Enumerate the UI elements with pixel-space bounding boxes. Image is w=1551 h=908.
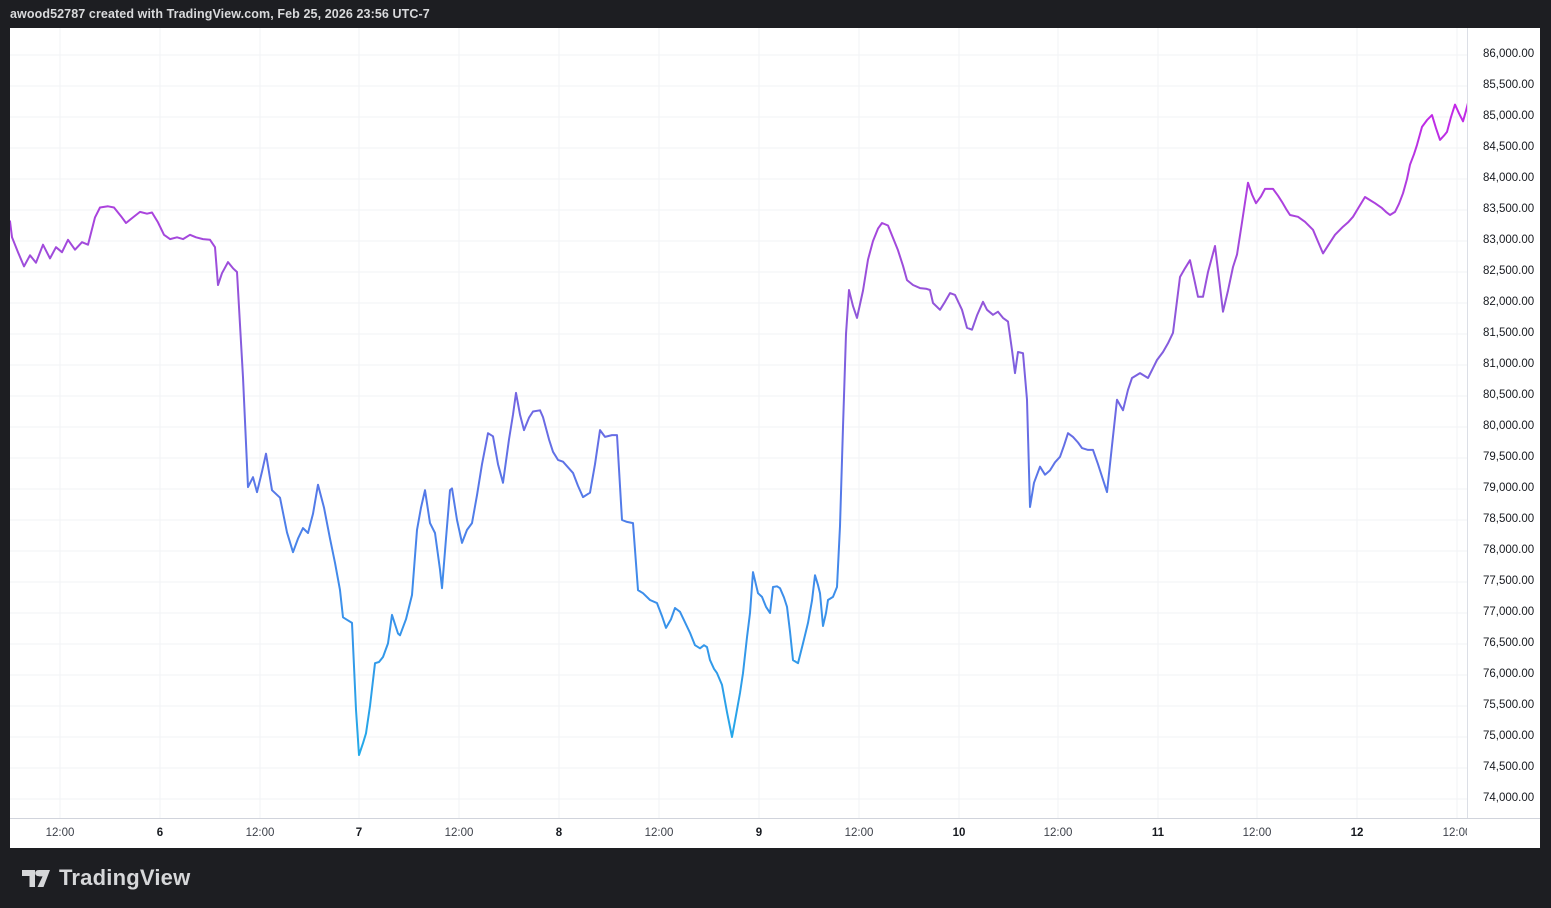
time-tick-label: 12:00: [1043, 827, 1073, 839]
time-tick-label-day: 11: [1151, 827, 1165, 839]
time-tick-label: 12:00: [45, 827, 75, 839]
chart-canvas[interactable]: [10, 28, 1467, 818]
time-tick-label-day: 10: [952, 827, 966, 839]
time-tick-label-day: 6: [156, 827, 164, 839]
tradingview-logo[interactable]: TradingView: [22, 865, 190, 891]
price-tick-label: 85,500.00: [1483, 79, 1535, 91]
price-tick-label: 80,500.00: [1483, 389, 1535, 401]
time-tick-label: 12:00: [444, 827, 474, 839]
price-tick-label: 76,000.00: [1483, 668, 1535, 680]
price-tick-label: 85,000.00: [1483, 110, 1535, 122]
price-tick-label: 79,000.00: [1483, 482, 1535, 494]
price-tick-label: 74,500.00: [1483, 761, 1535, 773]
tradingview-logo-text: TradingView: [59, 865, 191, 890]
time-tick-label: 12:00: [245, 827, 275, 839]
time-scale[interactable]: 12:00 6 12:00 7 12:00 8 12:00 9 12:00 10 12:00 11 12…: [10, 819, 1467, 848]
time-tick-label-day: 9: [755, 827, 763, 839]
price-tick-label: 78,500.00: [1483, 513, 1535, 525]
price-tick-label: 83,000.00: [1483, 234, 1535, 246]
time-tick-label-day: 12: [1350, 827, 1364, 839]
time-tick-label-day: 7: [355, 827, 363, 839]
time-tick-label: 12:00: [1442, 827, 1467, 839]
price-tick-label: 84,500.00: [1483, 141, 1535, 153]
price-tick-label: 81,500.00: [1483, 327, 1535, 339]
price-tick-label: 74,000.00: [1483, 792, 1535, 804]
time-tick-label: 12:00: [844, 827, 874, 839]
time-tick-label: 12:00: [1242, 827, 1272, 839]
price-tick-label: 83,500.00: [1483, 203, 1535, 215]
attribution-bar: awood52787 created with TradingView.com,…: [0, 0, 1551, 28]
price-tick-label: 76,500.00: [1483, 637, 1535, 649]
time-tick-label-day: 8: [555, 827, 563, 839]
price-tick-label: 86,000.00: [1483, 48, 1535, 60]
tradingview-logo-icon: [22, 869, 50, 887]
price-tick-label: 82,000.00: [1483, 296, 1535, 308]
chart-frame-right: [1540, 28, 1551, 848]
price-tick-label: 80,000.00: [1483, 420, 1535, 432]
time-tick-label: 12:00: [644, 827, 674, 839]
price-axis-border: [1467, 28, 1468, 818]
price-scale[interactable]: 86,000.00 85,500.00 85,000.00 84,500.00 84,0…: [1468, 28, 1540, 818]
chart-frame-left: [0, 28, 10, 848]
chart-area: 86,000.00 85,500.00 85,000.00 84,500.00 84,0…: [10, 28, 1540, 848]
price-tick-label: 78,000.00: [1483, 544, 1535, 556]
time-axis-border: [10, 818, 1540, 819]
price-tick-label: 81,000.00: [1483, 358, 1535, 370]
attribution-text: awood52787 created with TradingView.com,…: [10, 7, 430, 21]
price-tick-label: 82,500.00: [1483, 265, 1535, 277]
footer-bar: TradingView: [0, 848, 1551, 908]
price-line-series: [10, 102, 1467, 756]
price-tick-label: 79,500.00: [1483, 451, 1535, 463]
price-tick-label: 84,000.00: [1483, 172, 1535, 184]
price-tick-label: 77,000.00: [1483, 606, 1535, 618]
price-tick-label: 77,500.00: [1483, 575, 1535, 587]
price-tick-label: 75,000.00: [1483, 730, 1535, 742]
price-tick-label: 75,500.00: [1483, 699, 1535, 711]
